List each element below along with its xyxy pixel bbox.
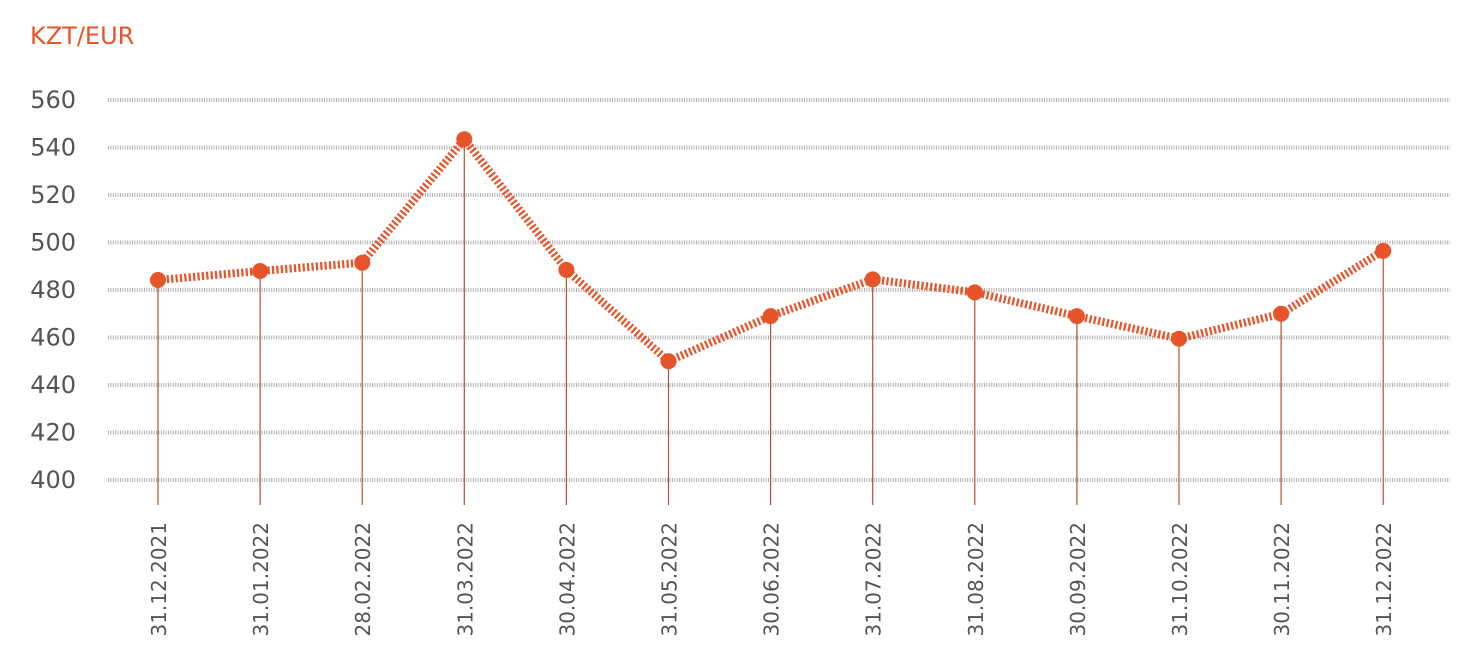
- data-point: [1068, 308, 1085, 325]
- x-tick-label: 31.10.2022: [1168, 522, 1192, 637]
- x-tick-label: 31.08.2022: [964, 522, 988, 637]
- x-tick-label: 31.03.2022: [453, 522, 477, 637]
- data-point: [1375, 242, 1392, 259]
- data-point: [1171, 330, 1187, 347]
- data-point: [864, 271, 881, 288]
- data-point: [354, 254, 371, 271]
- x-tick-label: 31.05.2022: [658, 522, 682, 637]
- data-point: [660, 353, 677, 370]
- y-tick-label: 540: [30, 134, 76, 162]
- x-tick-label: 31.07.2022: [862, 522, 886, 637]
- y-tick-label: 520: [30, 181, 76, 209]
- y-tick-label: 400: [30, 466, 76, 494]
- y-tick-label: 560: [30, 86, 76, 114]
- x-tick-label: 31.12.2022: [1372, 522, 1396, 637]
- data-point: [966, 284, 983, 301]
- x-tick-label: 28.02.2022: [351, 522, 375, 637]
- x-tick-label: 31.01.2022: [249, 522, 273, 637]
- grid-lines: [108, 98, 1450, 482]
- data-point: [1273, 305, 1290, 322]
- x-tick-label: 31.12.2021: [147, 522, 171, 637]
- data-point: [252, 263, 269, 279]
- x-tick-label: 30.11.2022: [1270, 522, 1294, 637]
- y-tick-label: 440: [30, 371, 76, 399]
- x-tick-label: 30.06.2022: [760, 522, 784, 637]
- y-tick-label: 500: [30, 229, 76, 257]
- x-tick-label: 30.09.2022: [1066, 522, 1090, 637]
- data-point: [762, 308, 779, 325]
- data-point: [150, 272, 166, 289]
- x-axis-ticks: 31.12.2021 31.01.2022 28.02.2022 31.03.2022…: [147, 522, 1396, 637]
- y-tick-label: 420: [30, 419, 76, 447]
- y-tick-label: 480: [30, 276, 76, 304]
- data-point: [558, 261, 575, 278]
- data-points: [150, 131, 1392, 370]
- y-tick-label: 460: [30, 324, 76, 352]
- data-point: [456, 131, 473, 148]
- y-axis-unit-label: KZT/EUR: [30, 22, 135, 50]
- y-axis-ticks: 400 420 440 460 480 500 520 540 560: [30, 86, 76, 494]
- x-tick-label: 30.04.2022: [555, 522, 579, 637]
- drop-lines: [157, 139, 1384, 505]
